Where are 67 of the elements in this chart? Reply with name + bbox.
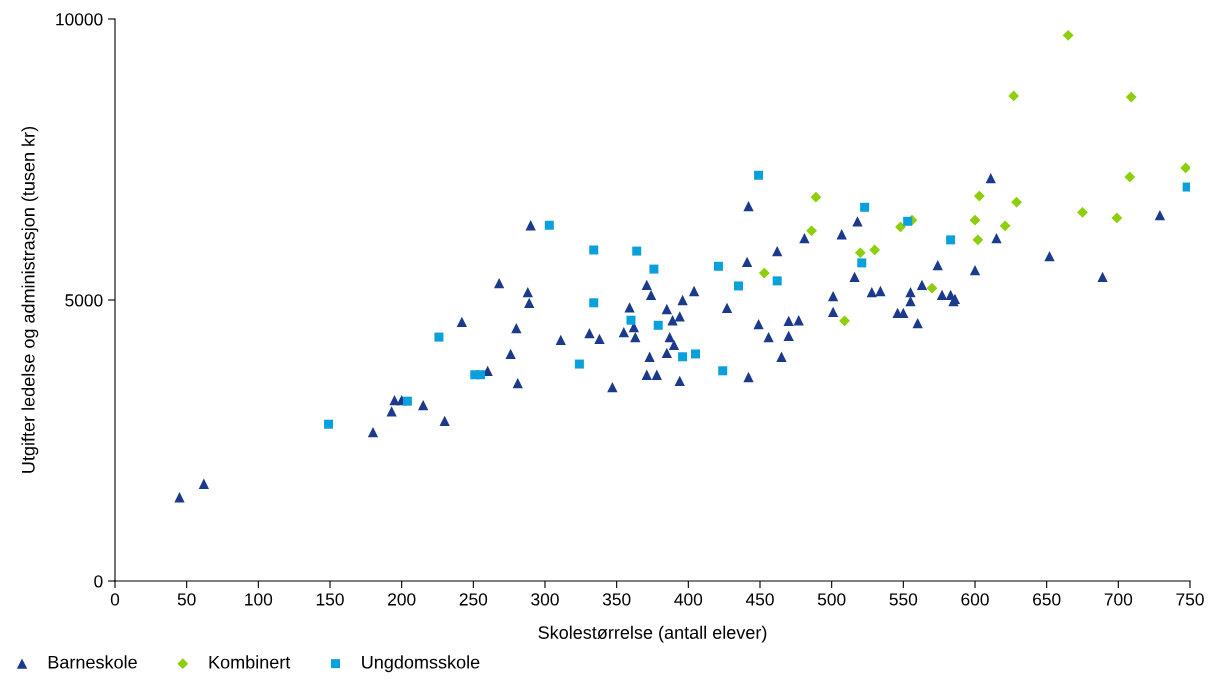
point xyxy=(810,191,822,203)
point xyxy=(1077,206,1088,218)
point xyxy=(973,190,985,202)
x-tick-label: 700 xyxy=(1104,593,1133,606)
x-tick-label: 200 xyxy=(388,593,416,606)
point xyxy=(860,202,870,212)
x-tick-label: 50 xyxy=(177,593,196,606)
point xyxy=(434,332,444,342)
x-tick-label: 250 xyxy=(459,593,488,606)
point xyxy=(626,315,636,325)
point xyxy=(1124,171,1136,183)
point xyxy=(754,170,764,180)
point xyxy=(969,214,981,226)
point xyxy=(1111,212,1123,224)
point xyxy=(926,282,938,294)
point xyxy=(691,349,700,359)
x-tick-label: 750 xyxy=(1176,593,1204,606)
point xyxy=(946,235,956,245)
x-tick-label: 550 xyxy=(889,593,918,606)
point xyxy=(678,352,688,362)
point xyxy=(718,366,728,376)
point xyxy=(544,220,554,230)
x-tick-label: 0 xyxy=(110,593,120,606)
x-tick-label: 150 xyxy=(316,593,344,606)
point xyxy=(869,244,881,256)
point xyxy=(589,298,599,308)
point xyxy=(476,370,485,380)
point xyxy=(1180,162,1190,174)
x-tick-label: 450 xyxy=(745,593,774,606)
point xyxy=(713,261,723,271)
point xyxy=(1125,91,1137,103)
x-tick-label: 350 xyxy=(602,593,631,606)
point xyxy=(324,419,334,429)
legend-label: Ungdomsskole xyxy=(362,655,480,673)
point xyxy=(632,246,642,256)
point xyxy=(839,315,850,327)
point xyxy=(772,276,782,286)
point xyxy=(574,359,584,369)
point xyxy=(854,247,866,259)
x-tick-label: 500 xyxy=(817,593,846,606)
y-axis-title: Utgifter ledelse og administrasjon (tusen kr) xyxy=(21,127,39,473)
legend-label: Barneskole xyxy=(48,655,137,669)
point xyxy=(402,396,412,406)
y-tick-label: 5000 xyxy=(65,294,103,307)
point xyxy=(1011,196,1022,208)
x-tick-label: 650 xyxy=(1033,593,1061,606)
y-tick-label: 0 xyxy=(94,575,103,588)
x-axis-title: Skolestørrelse (antall elever) xyxy=(538,625,767,643)
point xyxy=(806,225,817,237)
x-tick-label: 100 xyxy=(245,593,273,606)
point xyxy=(649,264,659,274)
x-tick-label: 600 xyxy=(961,593,989,606)
point xyxy=(1062,29,1074,41)
y-tick-label: 10000 xyxy=(56,13,103,26)
point xyxy=(589,245,599,255)
point xyxy=(734,281,743,291)
point xyxy=(1182,182,1190,192)
point xyxy=(758,267,770,279)
point xyxy=(972,234,984,246)
point xyxy=(857,258,867,268)
point xyxy=(1008,90,1020,102)
point xyxy=(653,320,663,330)
x-tick-label: 400 xyxy=(674,593,703,606)
point xyxy=(903,216,913,226)
point xyxy=(999,220,1011,232)
legend-label: Kombinert xyxy=(209,655,291,669)
x-tick-label: 300 xyxy=(531,593,559,606)
